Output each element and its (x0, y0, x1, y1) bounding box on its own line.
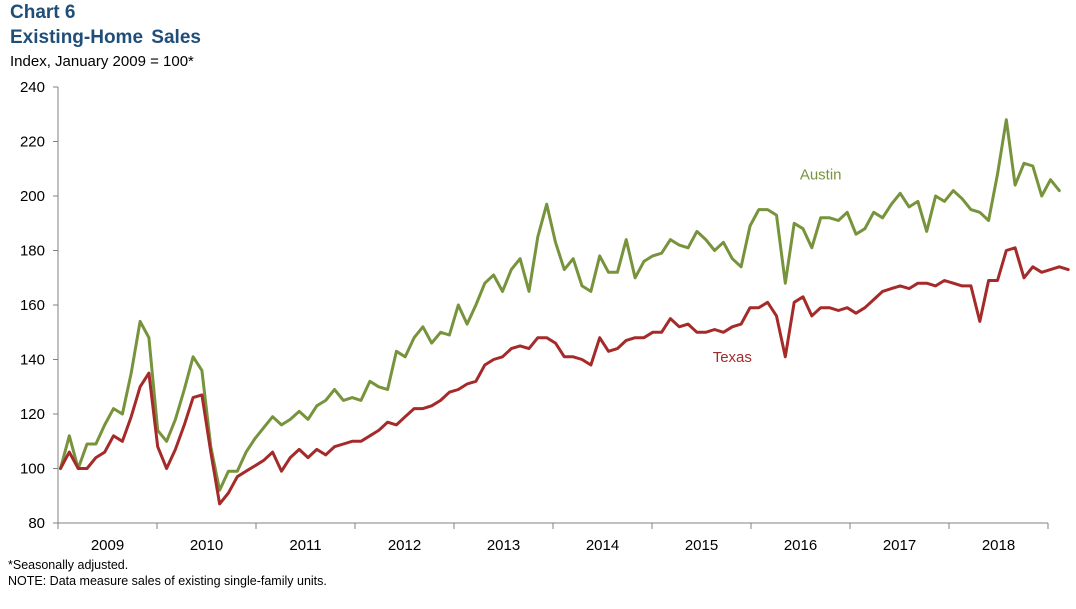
chart-series (59, 118, 1070, 506)
chart-number: Chart 6 (10, 2, 76, 23)
series-line-texas (59, 246, 1070, 506)
y-tick-label: 80 (28, 515, 45, 532)
x-tick-label-2017: 2017 (883, 537, 916, 554)
y-tick-label: 200 (20, 188, 45, 205)
y-tick-label: 160 (20, 297, 45, 314)
footnote-note: NOTE: Data measure sales of existing sin… (8, 574, 327, 588)
x-tick-label-2012: 2012 (388, 537, 421, 554)
x-tick-label-2014: 2014 (586, 537, 619, 554)
y-tick-label: 100 (20, 461, 45, 478)
series-line-austin (59, 118, 1061, 492)
footnote-seasonal: *Seasonally adjusted. (8, 558, 129, 572)
x-tick-label-2016: 2016 (784, 537, 817, 554)
chart-labels: Austin Texas (713, 167, 842, 367)
x-tick-label-2018: 2018 (982, 537, 1015, 554)
x-tick-label-2010: 2010 (190, 537, 223, 554)
x-tick-label-2013: 2013 (487, 537, 520, 554)
x-tick-label-2015: 2015 (685, 537, 718, 554)
chart-subtitle: Index, January 2009 = 100* (10, 53, 194, 70)
y-tick-label: 180 (20, 243, 45, 260)
series-label-texas: Texas (713, 349, 752, 366)
x-tick-label-2011: 2011 (289, 537, 321, 554)
chart-title: Existing-Home Sales (10, 27, 201, 48)
chart-axes: 80 100 120 140 160 180 200 220 240 2009 2010 2011 20… (20, 79, 1049, 554)
y-tick-label: 220 (20, 134, 45, 151)
y-tick-label: 240 (20, 79, 45, 96)
x-tick-label-2009: 2009 (91, 537, 124, 554)
y-tick-label: 120 (20, 406, 45, 423)
series-label-austin: Austin (800, 167, 842, 184)
y-tick-label: 140 (20, 352, 45, 369)
